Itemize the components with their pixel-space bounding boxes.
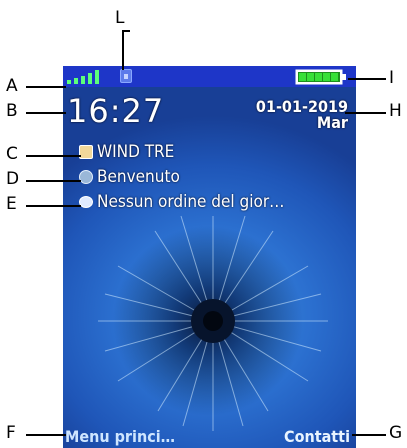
leader-h <box>345 112 386 114</box>
agenda-text: Nessun ordine del gior… <box>97 192 285 212</box>
dandelion-wallpaper <box>98 215 328 431</box>
signal-strength-icon <box>67 70 99 84</box>
callout-f: F <box>6 423 16 443</box>
callout-b: B <box>6 101 18 121</box>
phone-screen: 16:27 01-01-2019 Mar WIND TRE Benvenuto … <box>63 66 356 448</box>
memory-card-icon <box>120 69 132 83</box>
main-menu-softkey[interactable]: Menu princi… <box>65 427 176 446</box>
leader-b <box>26 112 66 114</box>
callout-g: G <box>389 423 403 443</box>
operator-name: WIND TRE <box>97 142 175 162</box>
leader-l <box>122 30 124 70</box>
weekday: Mar <box>316 113 348 132</box>
greeting-line: Benvenuto <box>79 167 180 187</box>
status-bar <box>63 66 356 87</box>
leader-e <box>26 205 81 207</box>
leader-d <box>26 180 81 182</box>
leader-a <box>26 86 66 88</box>
greeting-text: Benvenuto <box>97 167 180 187</box>
globe-icon <box>79 170 93 184</box>
sim-card-icon <box>79 145 93 159</box>
leader-l-hook <box>122 30 130 32</box>
speech-bubble-icon <box>79 196 93 208</box>
date-value: 01-01-2019 <box>255 97 348 116</box>
callout-c: C <box>6 144 18 164</box>
contacts-softkey[interactable]: Contatti <box>284 427 350 446</box>
callout-l: L <box>115 8 125 28</box>
leader-g <box>352 434 386 436</box>
leader-c <box>26 155 81 157</box>
agenda-line: Nessun ordine del gior… <box>79 192 284 212</box>
leader-i <box>348 78 386 80</box>
callout-e: E <box>6 194 17 214</box>
callout-h: H <box>389 101 402 121</box>
date-display: 01-01-2019 Mar <box>256 99 348 131</box>
clock-time: 16:27 <box>67 92 165 130</box>
callout-d: D <box>6 169 20 189</box>
callout-i: I <box>389 68 395 88</box>
softkey-bar: Menu princi… Contatti <box>63 426 356 448</box>
battery-icon <box>295 69 346 85</box>
callout-a: A <box>6 76 18 96</box>
operator-line: WIND TRE <box>79 142 174 162</box>
leader-f <box>26 434 66 436</box>
